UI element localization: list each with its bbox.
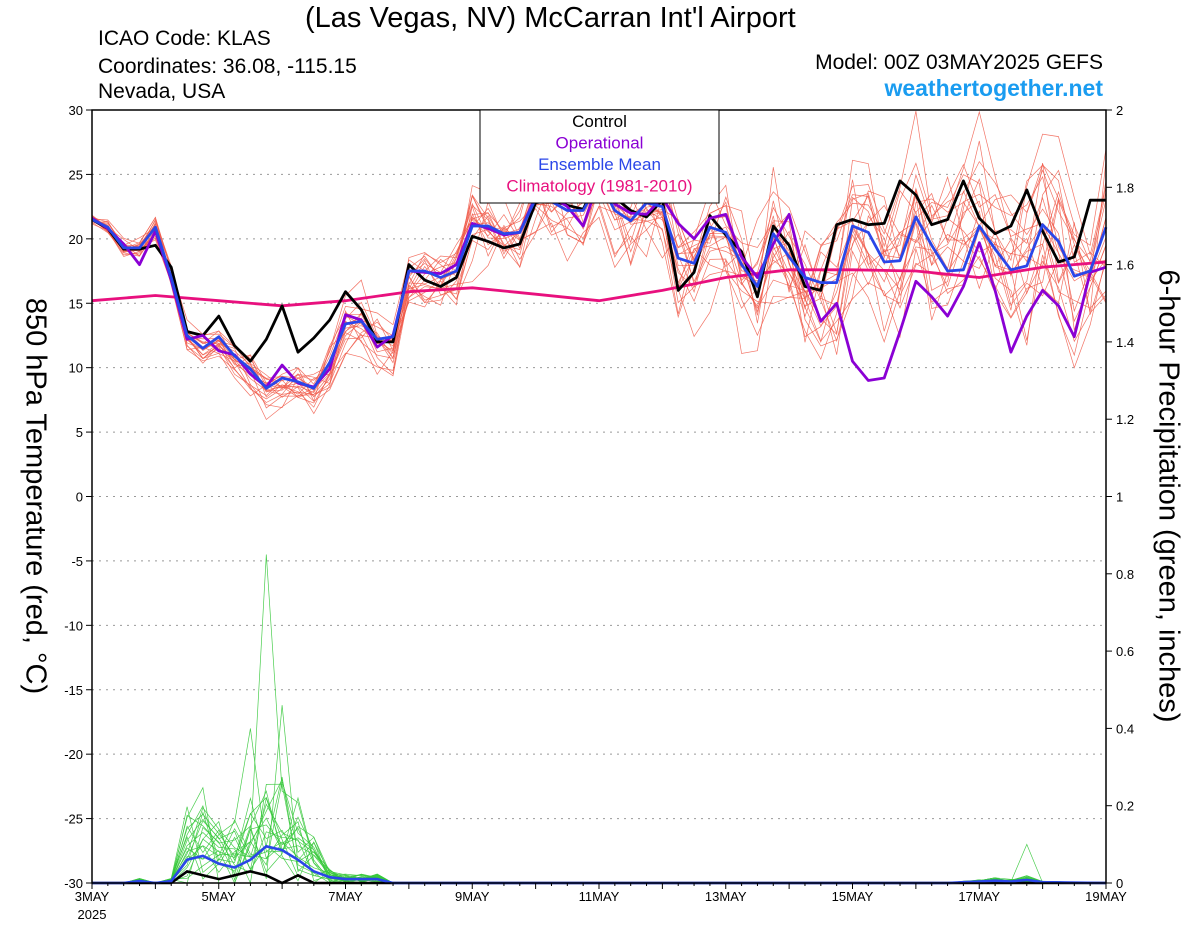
x-tick-label: 19MAY <box>1085 889 1127 904</box>
y-tick-label-right: 0.2 <box>1116 799 1134 814</box>
x-tick-label: 17MAY <box>958 889 1000 904</box>
y-tick-label-left: -20 <box>64 747 83 762</box>
x-tick-label: 5MAY <box>202 889 237 904</box>
legend-entry: Climatology (1981-2010) <box>506 177 692 196</box>
y-tick-label-left: -10 <box>64 618 83 633</box>
y-tick-label-right: 0.4 <box>1116 721 1134 736</box>
site-name[interactable]: weathertogether.net <box>884 75 1103 101</box>
model-run: Model: 00Z 03MAY2025 GEFS <box>815 51 1103 74</box>
x-tick-label: 15MAY <box>832 889 874 904</box>
temp-line-ensemble-mean <box>91 179 1108 390</box>
y-tick-label-left: -15 <box>64 683 83 698</box>
main-series <box>91 175 1108 885</box>
icao-code: ICAO Code: KLAS <box>98 27 271 50</box>
x-tick-label: 9MAY <box>455 889 490 904</box>
temp-line-climatology-1981-2010- <box>91 260 1107 308</box>
legend-box <box>479 109 720 204</box>
legend-entry: Operational <box>556 134 644 153</box>
axes: 302520151050-5-10-15-20-25-3021.81.61.41… <box>64 103 1134 922</box>
chart-title: (Las Vegas, NV) McCarran Int'l Airport <box>305 2 796 34</box>
y-tick-label-right: 1.2 <box>1116 412 1134 427</box>
x-tick-label: 3MAY <box>75 889 110 904</box>
y-tick-label-left: 30 <box>69 103 83 118</box>
precip-line-control <box>92 869 1106 885</box>
y-tick-label-right: 0.8 <box>1116 567 1134 582</box>
y-tick-label-left: 10 <box>69 361 83 376</box>
y-tick-label-right: 0.6 <box>1116 644 1134 659</box>
y-tick-label-left: -25 <box>64 812 83 827</box>
coordinates: Coordinates: 36.08, -115.15 <box>98 55 357 78</box>
y-tick-label-left: 0 <box>76 490 83 505</box>
ensemble-members <box>91 110 1107 885</box>
temp-line-control <box>91 175 1106 363</box>
y-tick-label-left: 20 <box>69 232 83 247</box>
legend-entry: Ensemble Mean <box>538 155 661 174</box>
region: Nevada, USA <box>98 80 226 103</box>
precip-line-ensemble-mean <box>92 844 1107 885</box>
x-tick-label: 13MAY <box>705 889 747 904</box>
y-tick-label-right: 1 <box>1116 490 1123 505</box>
y-tick-label-left: -30 <box>64 876 83 891</box>
y-tick-label-left: -5 <box>71 554 83 569</box>
y-tick-label-left: 15 <box>69 296 83 311</box>
y-tick-label-left: 5 <box>76 425 83 440</box>
legend-entry: Control <box>572 112 627 131</box>
x-sublabel: 2025 <box>78 907 107 922</box>
x-tick-label: 11MAY <box>579 889 620 904</box>
ensemble-member-temp <box>91 159 1107 421</box>
y-tick-label-left: 25 <box>69 167 83 182</box>
x-tick-label: 7MAY <box>328 889 363 904</box>
legend: Control Operational Ensemble Mean Climatolo… <box>479 109 720 204</box>
y-tick-label-right: 1.6 <box>1116 258 1134 273</box>
y-tick-label-right: 1.4 <box>1116 335 1134 350</box>
y-tick-label-right: 0 <box>1116 876 1123 891</box>
y-tick-label-right: 1.8 <box>1116 180 1134 195</box>
y-tick-label-right: 2 <box>1116 103 1123 118</box>
